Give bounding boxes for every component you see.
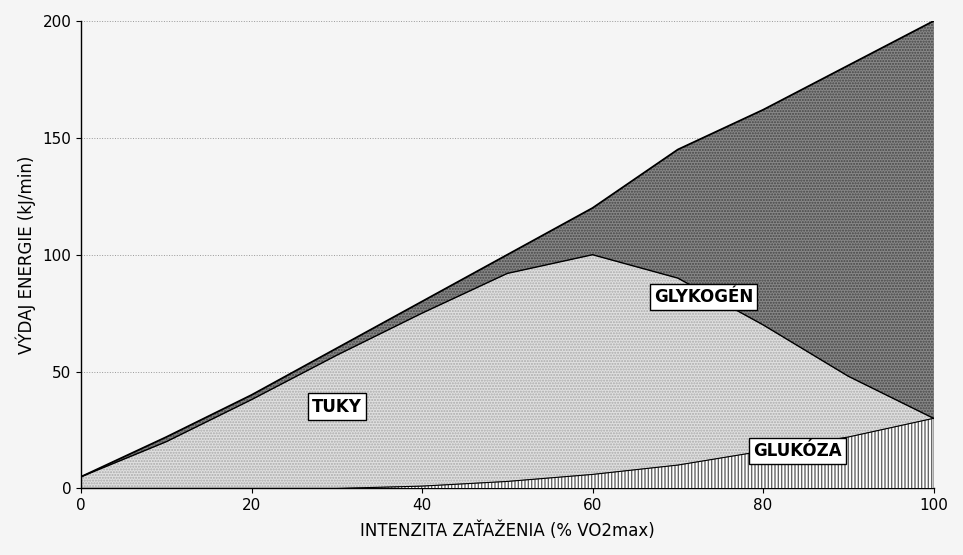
Text: GLUKÓZA: GLUKÓZA — [753, 442, 842, 460]
X-axis label: INTENZITA ZAŤAŽENIA (% VO2max): INTENZITA ZAŤAŽENIA (% VO2max) — [360, 522, 655, 540]
Y-axis label: VÝDAJ ENERGIE (kJ/min): VÝDAJ ENERGIE (kJ/min) — [15, 155, 36, 354]
Text: TUKY: TUKY — [312, 397, 362, 416]
Text: GLYKOGÉN: GLYKOGÉN — [654, 288, 753, 306]
